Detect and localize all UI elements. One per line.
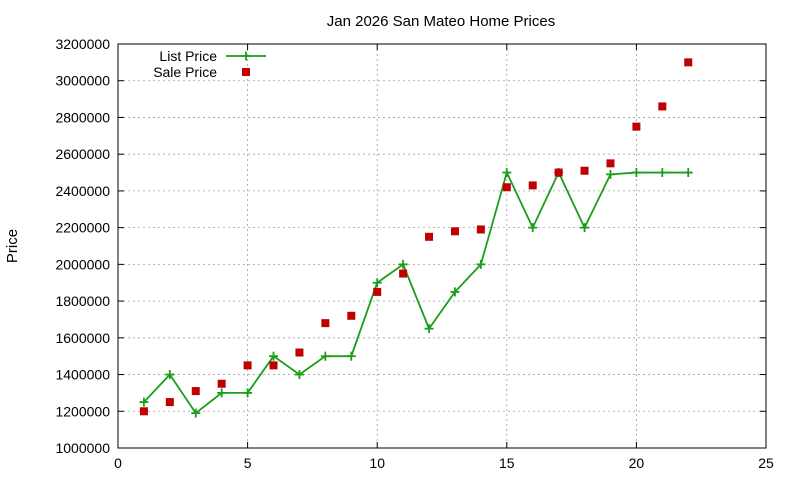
legend-label: Sale Price <box>153 64 217 80</box>
sale-price-point <box>139 407 148 416</box>
list-price-point <box>450 287 460 297</box>
y-tick-label: 1600000 <box>55 330 110 346</box>
sale-price-point <box>321 319 330 328</box>
sale-price-point <box>243 361 252 370</box>
sale-price-point <box>476 225 485 234</box>
grid-lines <box>118 44 766 448</box>
x-tick-label: 15 <box>499 455 515 471</box>
y-tick-label: 2000000 <box>55 256 110 272</box>
sale-price-point <box>373 287 382 296</box>
x-tick-label: 5 <box>244 455 252 471</box>
y-tick-label: 2600000 <box>55 146 110 162</box>
series-sale-price <box>139 58 693 416</box>
sale-price-point <box>425 232 434 241</box>
sale-price-point <box>658 102 667 111</box>
x-tick-label: 25 <box>758 455 774 471</box>
y-tick-label: 3200000 <box>55 36 110 52</box>
sale-price-point <box>528 181 537 190</box>
list-price-point <box>346 351 356 361</box>
list-price-point <box>398 259 408 269</box>
list-price-point <box>191 408 201 418</box>
y-tick-label: 1200000 <box>55 403 110 419</box>
sale-price-point <box>191 387 200 396</box>
y-tick-label: 1400000 <box>55 367 110 383</box>
y-tick-label: 1800000 <box>55 293 110 309</box>
sale-price-point <box>347 311 356 320</box>
list-price-point <box>165 370 175 380</box>
sale-price-point <box>606 159 615 168</box>
sale-price-point <box>399 269 408 278</box>
list-price-point <box>605 169 615 179</box>
sale-price-point <box>165 398 174 407</box>
list-price-point <box>243 388 253 398</box>
legend-square-marker <box>242 68 250 76</box>
list-price-point <box>631 168 641 178</box>
sale-price-point <box>632 122 641 131</box>
list-price-point <box>424 324 434 334</box>
plot-frame <box>117 43 767 449</box>
y-tick-label: 2400000 <box>55 183 110 199</box>
sale-price-point <box>502 183 511 192</box>
series-list-price <box>139 168 693 418</box>
x-tick-label: 10 <box>369 455 385 471</box>
list-price-point <box>269 351 279 361</box>
list-price-line <box>143 169 689 415</box>
sale-price-point <box>295 348 304 357</box>
list-price-point <box>372 278 382 288</box>
sale-price-point <box>450 227 459 236</box>
list-price-point <box>580 223 590 233</box>
list-price-point <box>683 168 693 178</box>
list-price-point <box>320 351 330 361</box>
list-price-point <box>217 388 227 398</box>
list-price-point <box>502 168 512 178</box>
x-tick-label: 0 <box>114 455 122 471</box>
axis-ticks: 0 5 10 15 20 25 1000000 1200000 1400000 1600000 18… <box>55 36 774 471</box>
sale-price-point <box>684 58 693 67</box>
y-tick-label: 1000000 <box>55 440 110 456</box>
y-tick-label: 2800000 <box>55 109 110 125</box>
list-price-point <box>657 168 667 178</box>
y-tick-label: 3000000 <box>55 73 110 89</box>
sale-price-point <box>269 361 278 370</box>
x-tick-label: 20 <box>629 455 645 471</box>
legend-plus-marker <box>241 51 251 61</box>
y-axis-label: Price <box>4 229 21 263</box>
list-price-point <box>528 223 538 233</box>
y-tick-label: 2200000 <box>55 220 110 236</box>
legend-label: List Price <box>159 48 217 64</box>
list-price-point <box>294 370 304 380</box>
list-price-point <box>476 259 486 269</box>
chart-title: Jan 2026 San Mateo Home Prices <box>327 13 555 30</box>
sale-price-point <box>217 379 226 388</box>
list-price-point <box>139 397 149 407</box>
series-layer <box>139 58 693 418</box>
sale-price-point <box>580 166 589 175</box>
sale-price-point <box>554 168 563 177</box>
